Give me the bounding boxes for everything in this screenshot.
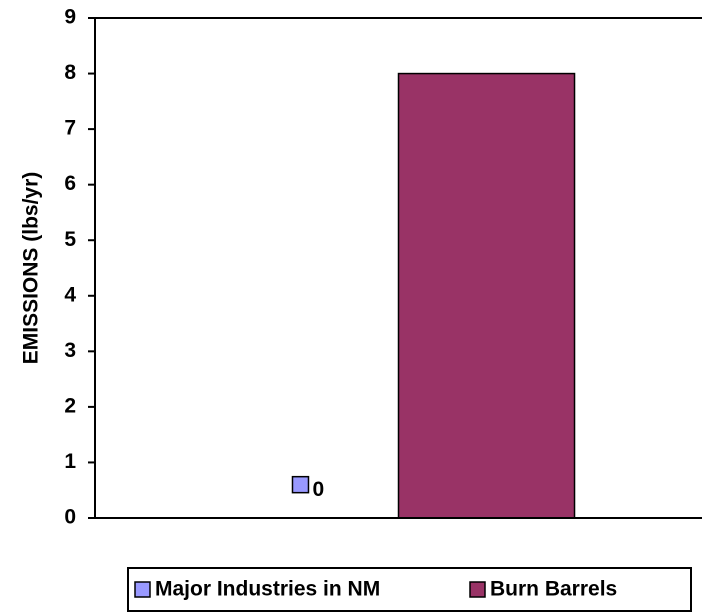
y-tick-label: 3 bbox=[64, 339, 76, 362]
y-tick-label: 1 bbox=[64, 450, 76, 473]
y-tick-label: 8 bbox=[64, 61, 76, 84]
legend-label: Burn Barrels bbox=[490, 578, 617, 601]
y-tick-label: 0 bbox=[64, 506, 76, 529]
bar bbox=[397, 72, 576, 519]
legend-box bbox=[127, 567, 692, 612]
y-tick-label: 5 bbox=[64, 228, 76, 251]
y-axis-title: EMISSIONS (lbs/yr) bbox=[20, 172, 43, 365]
y-tick-label: 4 bbox=[64, 283, 76, 306]
legend-swatch bbox=[469, 581, 486, 598]
legend-swatch bbox=[134, 581, 151, 598]
y-tick-label: 9 bbox=[64, 6, 76, 29]
data-label: 0 bbox=[312, 478, 324, 501]
y-tick-label: 7 bbox=[64, 117, 76, 140]
legend-label: Major Industries in NM bbox=[155, 578, 380, 601]
data-label-key bbox=[291, 475, 310, 494]
y-tick-label: 2 bbox=[64, 394, 76, 417]
y-tick-label: 6 bbox=[64, 172, 76, 195]
